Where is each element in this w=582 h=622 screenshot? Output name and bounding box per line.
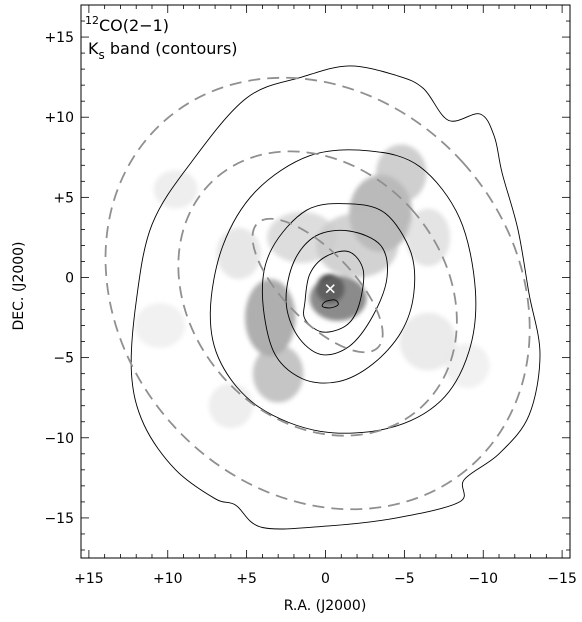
emission-blob-6 (375, 144, 427, 203)
legend-line-ks: Ks band (contours) (88, 39, 238, 62)
ks-contour-level-4 (261, 203, 416, 384)
y-axis-title: DEC. (J2000) (11, 242, 27, 331)
y-tick-label: +15 (44, 30, 74, 46)
emission-blob-15 (134, 303, 186, 349)
emission-blob-10 (216, 227, 261, 280)
co-emission-greyscale (134, 144, 490, 429)
emission-blob-12 (399, 312, 457, 371)
y-tick-label: +10 (44, 110, 74, 126)
emission-blob-8 (267, 211, 337, 264)
legend-ks-sub: s (99, 48, 105, 62)
x-tick-label: 0 (321, 571, 330, 587)
x-tick-label: −15 (547, 571, 577, 587)
emission-blob-4 (252, 344, 304, 403)
emission-blob-7 (316, 213, 399, 278)
y-tick-label: −10 (44, 431, 74, 447)
model-ellipses (104, 76, 531, 511)
legend: 12CO(2−1) Ks band (contours) (85, 14, 238, 62)
emission-blob-13 (208, 383, 253, 429)
emission-blob-2 (309, 275, 367, 321)
emission-blob-14 (445, 343, 490, 389)
legend-line-co: 12CO(2−1) (85, 14, 169, 35)
y-tick-label: −5 (53, 351, 74, 367)
x-tick-label: −10 (468, 571, 498, 587)
model-ellipse-2 (177, 150, 458, 437)
y-tick-label: 0 (65, 270, 74, 286)
x-axis-title: R.A. (J2000) (284, 598, 367, 614)
y-tick-label: +5 (53, 190, 74, 206)
x-tick-label: +5 (236, 571, 257, 587)
y-tick-label: −15 (44, 511, 74, 527)
y-tick-labels: +15 +10 +5 0 −5 −10 −15 (44, 30, 74, 527)
model-ellipse-3 (104, 76, 531, 511)
ks-contour-level-6 (130, 65, 541, 530)
x-tick-label: +15 (74, 571, 104, 587)
x-tick-label: +10 (153, 571, 183, 587)
ks-contour-level-3 (285, 229, 388, 356)
ks-contour-level-1 (321, 299, 339, 309)
center-x-mark (325, 284, 335, 294)
center-marker (325, 284, 335, 294)
ks-contour-level-5 (209, 149, 477, 434)
legend-co-label: CO(2−1) (99, 16, 169, 35)
x-tick-labels: +15 +10 +5 0 −5 −10 −15 (74, 571, 577, 587)
legend-ks-rest: band (contours) (105, 39, 238, 58)
emission-blob-11 (153, 170, 198, 209)
axis-ticks (81, 5, 570, 558)
model-ellipse-1 (251, 217, 384, 354)
legend-isotope: 12 (85, 14, 99, 27)
legend-ks-k: K (88, 39, 99, 58)
emission-blob-9 (405, 208, 451, 267)
x-tick-label: −5 (394, 571, 415, 587)
